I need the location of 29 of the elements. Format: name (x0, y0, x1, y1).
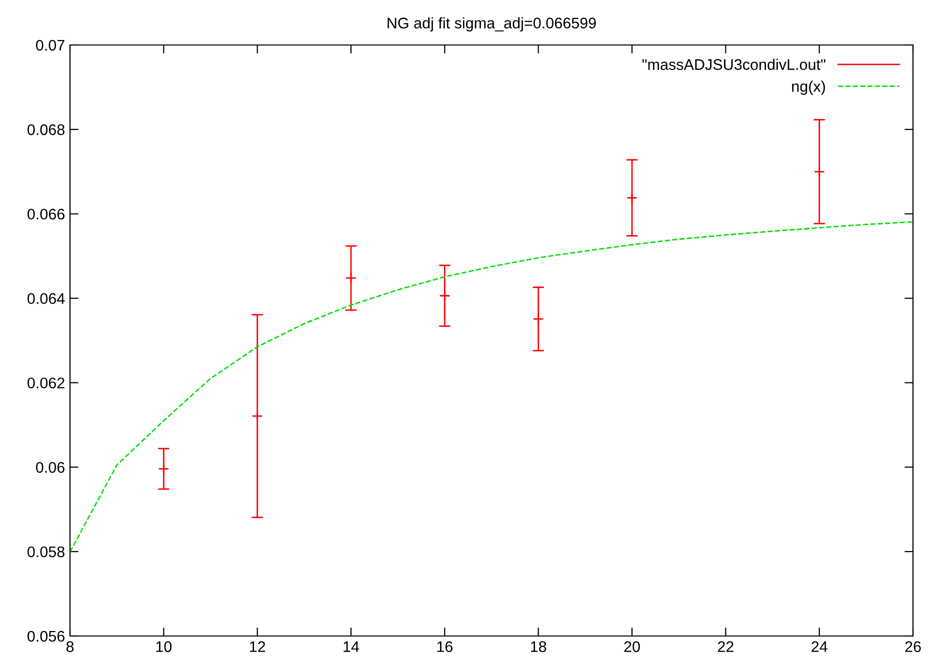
point (252, 410, 263, 422)
y-tick-label: 0.066 (28, 208, 64, 220)
y-tick-label: 0.056 (28, 630, 64, 642)
x-tick-label: 16 (437, 641, 452, 652)
y-tick-label: 0.062 (28, 378, 64, 388)
legend-label: ng(x) (792, 80, 825, 95)
y-tick-label: 0.058 (28, 546, 64, 558)
point (532, 313, 544, 325)
point (626, 192, 638, 204)
point (439, 290, 450, 302)
x-tick-label: 8 (66, 641, 74, 652)
y-tick-label: 0.06 (36, 462, 64, 473)
x-tick-label: 24 (812, 641, 828, 652)
y-tick-label: 0.07 (36, 40, 64, 51)
y-tick-label: 0.064 (28, 293, 65, 304)
x-tick-label: 26 (905, 641, 921, 652)
x-tick-label: 10 (156, 641, 172, 652)
x-tick-label: 18 (531, 641, 546, 652)
legend-label: "massADJSU3condivL.out" (642, 58, 826, 70)
x-tick-label: 20 (624, 641, 640, 652)
point (814, 166, 825, 178)
x-tick-label: 22 (718, 641, 734, 652)
x-tick-label: 12 (250, 641, 266, 652)
y-tick-label: 0.068 (28, 124, 64, 136)
point (345, 272, 357, 284)
chart-title: NG adj fit sigma_adj=0.066599 (388, 17, 596, 32)
point (158, 463, 170, 474)
x-tick-label: 14 (344, 641, 360, 652)
line-series (70, 221, 913, 553)
